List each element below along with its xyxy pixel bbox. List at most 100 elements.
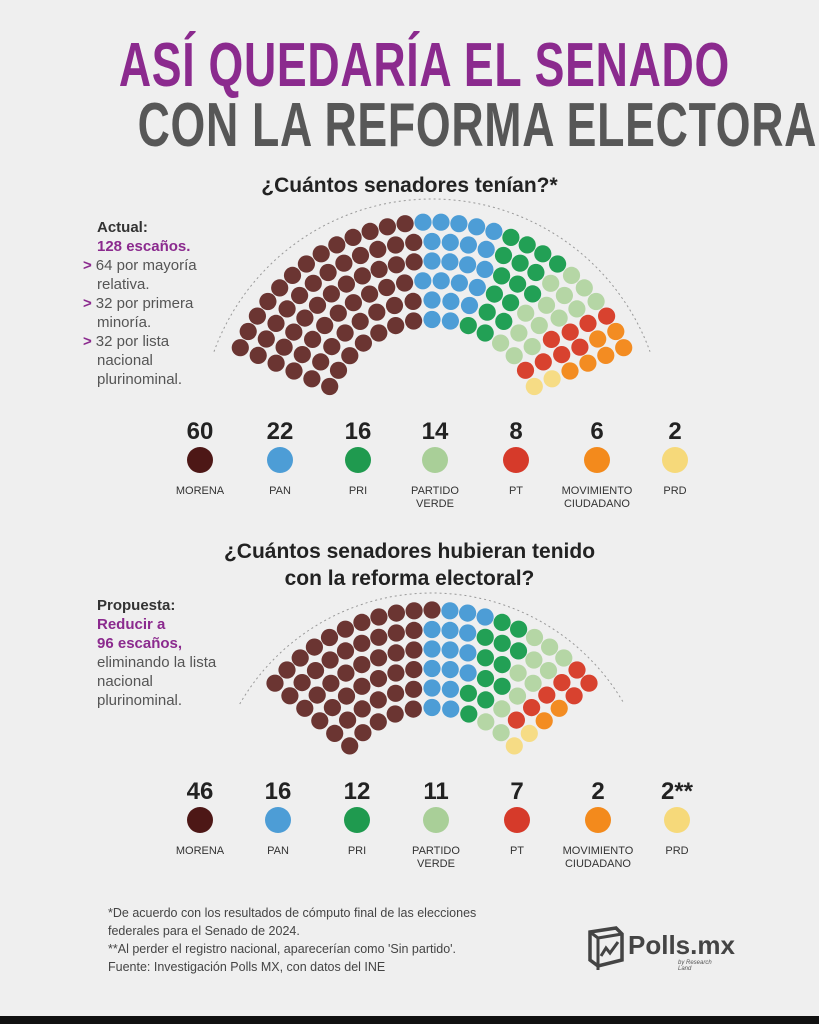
seat-pan [459, 644, 477, 662]
legend-label-line: PT [508, 485, 524, 497]
seat-pri [502, 228, 520, 246]
seat-morena [323, 338, 341, 356]
seat-morena [387, 644, 405, 662]
seat-morena [293, 674, 311, 692]
seat-pri [477, 691, 495, 709]
seat-morena [267, 354, 285, 372]
seat-morena [353, 656, 371, 674]
seat-pri [493, 267, 511, 285]
seat-pan [432, 213, 450, 231]
legend-label-line: PRI [348, 485, 368, 497]
seat-morena [293, 346, 311, 364]
seat-morena [316, 316, 334, 335]
seat-morena [271, 279, 289, 297]
seat-morena [266, 674, 284, 692]
seat-partido-verde [524, 674, 542, 692]
seat-partido-verde [562, 266, 581, 284]
seat-morena [303, 370, 321, 388]
seat-morena [354, 724, 372, 742]
seat-morena [361, 285, 379, 303]
seat-pri [478, 303, 496, 321]
seat-morena [344, 228, 362, 246]
seat-count-label: 6 [590, 418, 604, 445]
legend-swatch [585, 807, 611, 833]
seat-morena [339, 711, 357, 729]
seat-partido-verde [492, 334, 510, 352]
legend-swatch [267, 447, 293, 473]
seat-morena [405, 641, 423, 659]
seat-morena [341, 737, 359, 755]
legend-label-line: VERDE [416, 498, 454, 510]
seat-pt [507, 711, 525, 729]
seat-partido-verde [505, 347, 523, 365]
seat-pan [441, 602, 459, 620]
seat-partido-verde [523, 338, 541, 356]
seat-morena [278, 300, 296, 318]
seat-morena [353, 634, 371, 652]
legend-label: PRI [308, 485, 408, 498]
seat-morena [311, 712, 329, 730]
legend-swatch [503, 447, 529, 473]
seat-morena [404, 292, 422, 310]
source-note: Fuente: Investigación Polls MX, con dato… [108, 960, 386, 974]
seat-pan [468, 278, 486, 297]
seat-pt [571, 338, 589, 356]
seat-count-label: 2 [668, 418, 682, 445]
chevron-right-icon: > [83, 333, 92, 350]
side-item: 32 por lista [95, 333, 170, 350]
seat-pt [553, 346, 571, 364]
polls-mx-logo: Polls.mx by Research Land [586, 926, 735, 972]
seat-pan [442, 700, 460, 718]
side-item: minoría. [97, 314, 152, 331]
seat-prd [525, 377, 543, 396]
seat-partido-verde [555, 649, 573, 667]
seat-pri [493, 613, 511, 632]
seat-partido-verde [525, 651, 543, 669]
seat-pan [423, 620, 441, 639]
side-note-propuesta: Propuesta: Reducir a 96 escaños, elimina… [97, 596, 216, 710]
legend-label-line: PAN [267, 845, 289, 857]
seat-pan [485, 222, 503, 240]
seat-morena [423, 601, 441, 619]
seat-partido-verde [542, 274, 560, 292]
seat-pri [485, 285, 503, 303]
seat-morena [341, 347, 359, 365]
seat-pt [580, 674, 598, 692]
seat-pan [441, 661, 459, 679]
seat-pan [450, 215, 468, 233]
side-item: 32 por primera [95, 295, 194, 312]
seat-partido-verde [525, 628, 544, 647]
seat-morena [386, 705, 404, 723]
seat-pri [527, 263, 545, 282]
title-line-2: CON LA REFORMA ELECTORAL [137, 91, 819, 160]
seat-morena [296, 309, 314, 327]
legend-label: PT [467, 845, 567, 858]
seat-morena [337, 275, 355, 293]
seat-morena [322, 285, 340, 303]
seat-morena [321, 651, 339, 669]
legend-swatch [187, 447, 213, 473]
seat-count-label: 7 [510, 778, 524, 805]
seat-movimiento-ciudadano [550, 699, 568, 717]
seat-partido-verde [539, 662, 558, 680]
seat-pri [495, 312, 513, 330]
legend-swatch [664, 807, 690, 833]
seat-pan [414, 213, 432, 231]
seat-morena [328, 236, 346, 254]
seat-pri [508, 275, 527, 293]
seat-pan [441, 312, 459, 330]
seat-morena [405, 680, 423, 698]
footnote: **Al perder el registro nacional, aparec… [108, 942, 457, 956]
seat-morena [387, 684, 405, 702]
seat-morena [312, 245, 330, 263]
seat-partido-verde [492, 724, 510, 742]
seat-pan [423, 698, 441, 717]
seat-pt [516, 361, 535, 379]
legend-label-line: CIUDADANO [564, 858, 631, 870]
seat-morena [308, 296, 327, 314]
footnote: federales para el Senado de 2024. [108, 924, 300, 938]
seat-pri [476, 670, 495, 688]
legend-label-line: MORENA [175, 845, 225, 857]
seat-morena [385, 296, 404, 315]
hemicycle-outline [213, 198, 651, 352]
